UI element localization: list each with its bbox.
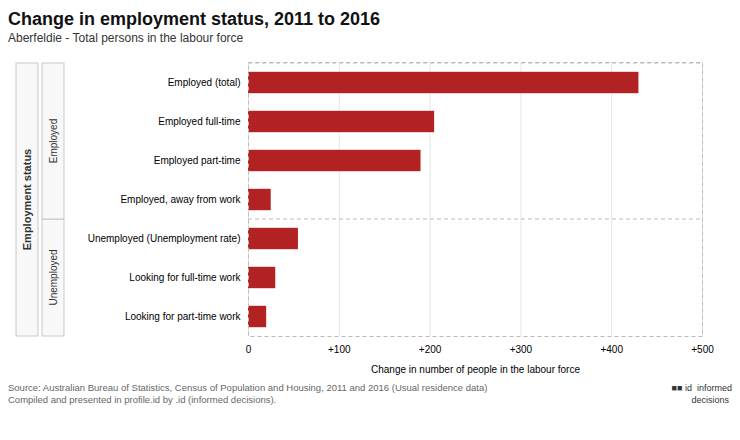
svg-text:Unemployed: Unemployed — [48, 249, 59, 305]
html-text:Source: Australian Bureau of S: Source: Australian Bureau of Statistics,… — [8, 382, 488, 406]
svg-text:Employed: Employed — [48, 119, 59, 163]
svg-text:Employed (total): Employed (total) — [168, 77, 241, 88]
svg-text:Employed full-time: Employed full-time — [158, 116, 241, 127]
svg-text:Looking for full-time work: Looking for full-time work — [129, 272, 241, 283]
svg-text:Unemployed (Unemployment rate): Unemployed (Unemployment rate) — [88, 233, 241, 244]
svg-text:+400: +400 — [600, 344, 623, 355]
html-text:■■ id informed decisions: ■■ id informed decisions — [671, 383, 732, 405]
svg-text:Employment status: Employment status — [21, 149, 33, 250]
svg-text:+200: +200 — [419, 344, 442, 355]
svg-text:Employed, away from work: Employed, away from work — [120, 194, 241, 205]
svg-text:+100: +100 — [328, 344, 351, 355]
svg-text:+300: +300 — [510, 344, 533, 355]
svg-text:Looking for part-time work: Looking for part-time work — [125, 311, 242, 322]
svg-text:Employed part-time: Employed part-time — [154, 155, 241, 166]
html-text:Change in employment status, 2: Change in employment status, 2011 to 201… — [8, 9, 381, 29]
svg-text:Change in number of people in: Change in number of people in the labour… — [371, 364, 580, 375]
svg-text:0: 0 — [246, 344, 252, 355]
html-text:Aberfeldie - Total persons in: Aberfeldie - Total persons in the labour… — [8, 31, 244, 45]
svg-text:+500: +500 — [691, 344, 714, 355]
